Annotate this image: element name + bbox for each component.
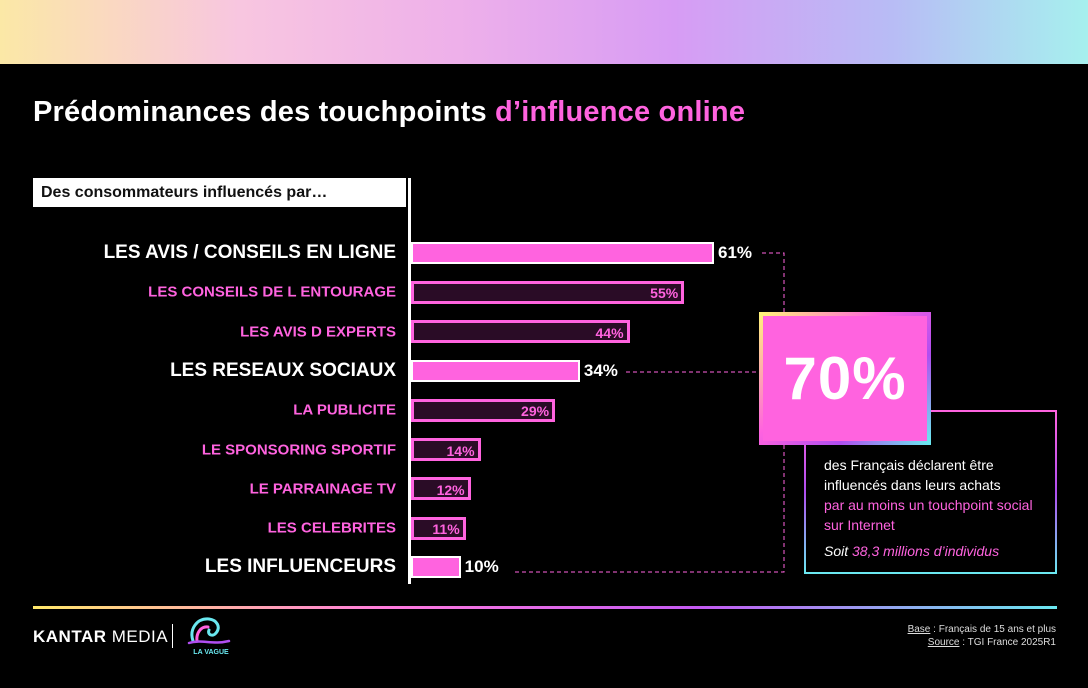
brand-light: MEDIA [106, 627, 169, 646]
source-label: Source [927, 637, 960, 648]
value-label-les-celebrites: 11% [432, 521, 460, 538]
base-label: Base [907, 624, 931, 635]
category-label-les-avis-conseils-en-ligne: LES AVIS / CONSEILS EN LIGNE [103, 242, 396, 263]
category-label-les-avis-d-experts: LES AVIS D EXPERTS [240, 323, 396, 341]
chart-axis-line [408, 178, 411, 584]
info-text-highlight: par au moins un touchpoint social sur In… [824, 497, 1033, 533]
category-label-la-publicite: LA PUBLICITE [293, 401, 396, 419]
bar-la-publicite [411, 398, 556, 422]
bar-les-avis-conseils-en-ligne [411, 242, 714, 264]
bar-les-reseaux-sociaux [411, 359, 580, 382]
base-text: : Français de 15 ans et plus [930, 624, 1056, 635]
la-vague-wave-icon: LA VAGUE [187, 617, 231, 656]
page-title: Prédominances des touchpoints d’influenc… [33, 96, 745, 129]
bar-les-avis-d-experts [411, 320, 630, 344]
info-text-main: des Français déclarent être influencés d… [824, 457, 1001, 493]
value-label-le-parrainage-tv: 12% [436, 481, 465, 498]
category-label-le-sponsoring-sportif: LE SPONSORING SPORTIF [201, 441, 396, 458]
bar-les-conseils-de-l-entourage [411, 280, 685, 304]
value-label-le-sponsoring-sportif: 14% [446, 442, 475, 459]
la-vague-logo-text: LA VAGUE [193, 649, 229, 656]
top-gradient-banner [0, 0, 1088, 64]
brand-separator [172, 624, 173, 648]
footer-base-note: Base : Français de 15 ans et plus [908, 624, 1056, 635]
source-text: : TGI France 2025R1 [959, 637, 1056, 648]
brand-bold: KANTAR [33, 627, 107, 646]
connector-top [762, 252, 785, 312]
kantar-media-logo: KANTAR MEDIA [33, 627, 168, 647]
title-part-2: d’influence online [495, 96, 746, 128]
info-text-population: Soit 38,3 millions d’individus [824, 541, 1054, 561]
value-label-les-conseils-de-l-entourage: 55% [650, 285, 679, 302]
value-label-les-influenceurs: 10% [464, 557, 499, 577]
category-label-le-parrainage-tv: LE PARRAINAGE TV [249, 480, 396, 498]
population-value: 38,3 millions d’individus [852, 543, 1000, 559]
population-prefix: Soit [824, 543, 853, 559]
footer-source-note: Source : TGI France 2025R1 [928, 637, 1056, 648]
value-label-les-avis-conseils-en-ligne: 61% [718, 243, 753, 262]
bar-le-sponsoring-sportif [411, 438, 481, 461]
bar-les-influenceurs [411, 556, 461, 579]
category-label-les-influenceurs: LES INFLUENCEURS [204, 556, 396, 578]
big-stat-value: 70% [783, 345, 907, 412]
chart-header: Des consommateurs influencés par… [33, 178, 406, 207]
connector-bottom [515, 445, 785, 573]
title-part-1: Prédominances des touchpoints [33, 96, 496, 128]
bottom-divider [33, 606, 1057, 609]
big-stat-box: 70% [759, 312, 931, 445]
bar-les-celebrites [411, 516, 466, 540]
value-label-les-reseaux-sociaux: 34% [583, 360, 618, 380]
category-label-les-reseaux-sociaux: LES RESEAUX SOCIAUX [170, 359, 396, 381]
bar-le-parrainage-tv [411, 477, 471, 501]
value-label-la-publicite: 29% [521, 403, 550, 420]
value-label-les-avis-d-experts: 44% [595, 324, 624, 341]
category-label-les-celebrites: LES CELEBRITES [267, 519, 396, 537]
category-label-les-conseils-de-l-entourage: LES CONSEILS DE L ENTOURAGE [148, 283, 396, 301]
